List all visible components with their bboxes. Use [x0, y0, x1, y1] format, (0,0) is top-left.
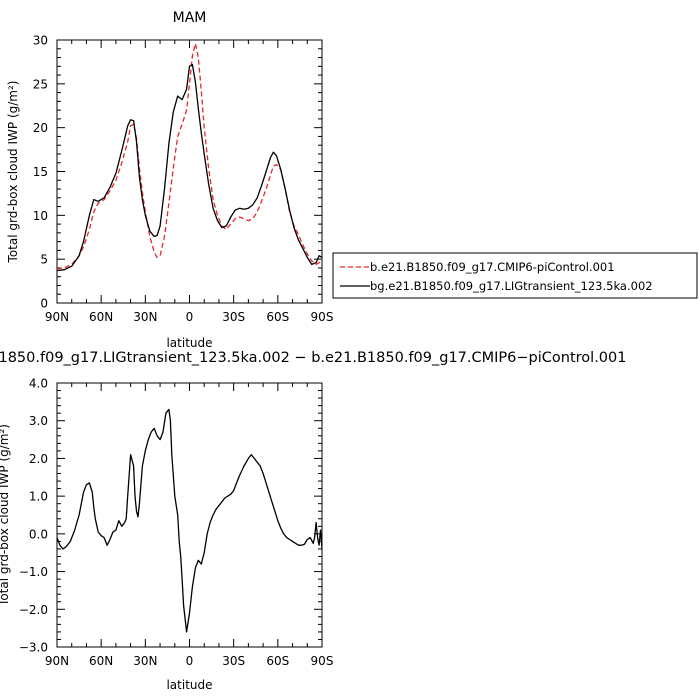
y-tick-label: 15: [33, 165, 48, 179]
y-tick-label: 30: [33, 34, 48, 48]
chart-panel-2: bg.e21.B1850.f09_g17.LIGtransient_123.5k…: [0, 350, 626, 692]
y-tick-label: 5: [40, 253, 48, 267]
legend: b.e21.B1850.f09_g17.CMIP6-piControl.001b…: [332, 252, 698, 299]
x-tick-label: 90S: [311, 654, 334, 668]
y-tick-label: 20: [33, 121, 48, 135]
x-tick-label: 30S: [222, 310, 245, 324]
chart-title: MAM: [173, 10, 207, 26]
legend-label-1: b.e21.B1850.f09_g17.CMIP6-piControl.001: [370, 260, 615, 274]
y-tick-label: −1.0: [19, 565, 48, 579]
x-tick-label: 90N: [45, 654, 69, 668]
x-tick-label: 60S: [266, 654, 289, 668]
y-tick-label: 1.0: [29, 490, 48, 504]
legend-box: [332, 252, 698, 299]
x-tick-label: 60S: [266, 310, 289, 324]
x-axis-label: latitude: [166, 678, 212, 692]
x-tick-label: 0: [186, 310, 194, 324]
y-tick-label: 2.0: [29, 452, 48, 466]
x-tick-label: 90N: [45, 310, 69, 324]
y-tick-label: 10: [33, 209, 48, 223]
y-tick-label: 0: [40, 297, 48, 311]
y-tick-label: 3.0: [29, 414, 48, 428]
y-tick-label: 25: [33, 77, 48, 91]
y-tick-label: 4.0: [29, 377, 48, 391]
x-axis-label: latitude: [166, 336, 212, 350]
chart-title: bg.e21.B1850.f09_g17.LIGtransient_123.5k…: [0, 350, 626, 366]
x-tick-label: 90S: [311, 310, 334, 324]
series-line-1: [57, 408, 322, 633]
x-tick-label: 0: [186, 654, 194, 668]
y-axis-label: Total grd-box cloud IWP (g/m²): [0, 424, 11, 607]
y-axis-label: Total grd-box cloud IWP (g/m²): [6, 81, 20, 264]
x-tick-label: 60N: [89, 654, 113, 668]
x-tick-label: 30S: [222, 654, 245, 668]
chart-panel-1: MAM 90N 60N 30N 0 30S 60S 90S 0 5 10 15 20 25 30 latitu…: [6, 10, 698, 350]
y-tick-label: 0.0: [29, 527, 48, 541]
x-tick-label: 30N: [133, 310, 157, 324]
y-tick-label: −2.0: [19, 603, 48, 617]
y-tick-label: −3.0: [19, 641, 48, 655]
x-tick-label: 60N: [89, 310, 113, 324]
legend-label-2: bg.e21.B1850.f09_g17.LIGtransient_123.5k…: [370, 279, 653, 293]
x-tick-label: 30N: [133, 654, 157, 668]
series-line-1: [57, 42, 322, 270]
series-line-2: [57, 63, 322, 272]
